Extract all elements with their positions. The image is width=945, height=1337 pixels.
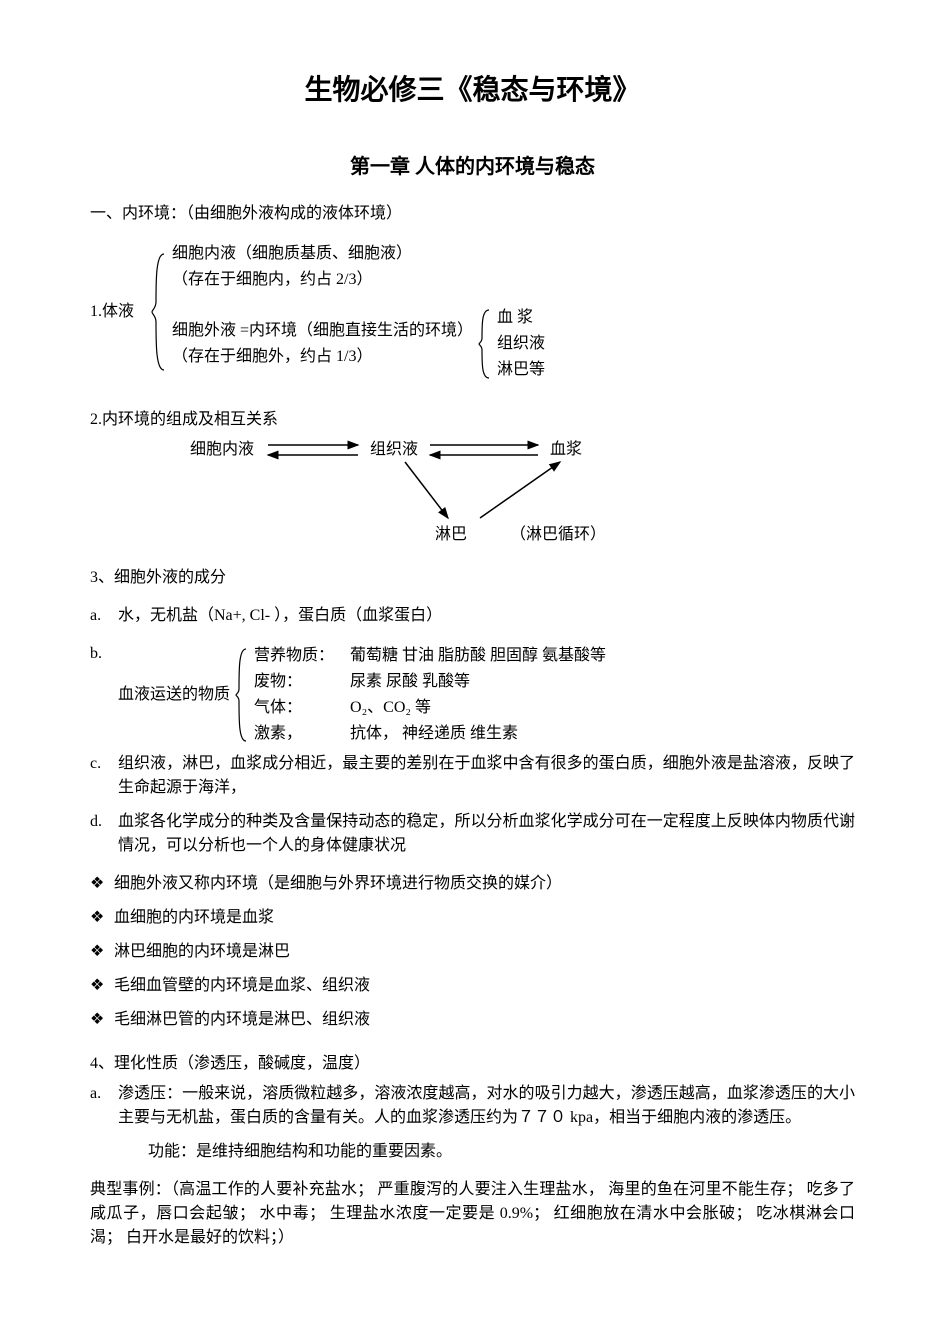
section-2-heading: 2.内环境的组成及相互关系 — [90, 408, 855, 432]
composition-diagram: 细胞内液 组织液 血浆 淋巴 （淋巴循环） — [190, 438, 690, 548]
row1-key: 营养物质： — [254, 644, 344, 668]
item-4a-func: 功能：是维持细胞结构和功能的重要因素。 — [118, 1140, 855, 1164]
label-b: b. — [90, 642, 118, 666]
bullet-4-text: 毛细血管壁的内环境是血浆、组织液 — [114, 974, 855, 998]
item-3c: c. 组织液，淋巴，血浆成分相近，最主要的差别在于血浆中含有很多的蛋白质，细胞外… — [90, 752, 855, 800]
label-c: c. — [90, 752, 118, 776]
item-3b: b. 血液运送的物质 营养物质： 葡萄糖 甘油 脂肪酸 胆固醇 氨基酸等 废物：… — [90, 642, 855, 746]
bullet-icon: ❖ — [90, 1008, 114, 1032]
body-fluid-content: 细胞内液（细胞质基质、细胞液） （存在于细胞内，约占 2/3） 细胞外液 =内环… — [166, 240, 545, 384]
row2-key: 废物： — [254, 670, 344, 694]
intracellular-line2: （存在于细胞内，约占 2/3） — [172, 268, 545, 292]
section-3-heading: 3、细胞外液的成分 — [90, 566, 855, 590]
extracellular-line1: 细胞外液 =内环境（细胞直接生活的环境） — [172, 319, 473, 343]
tissue-fluid-label: 组织液 — [497, 332, 545, 356]
diagram-arrows-icon — [190, 438, 690, 548]
bullet-2-text: 血细胞的内环境是血浆 — [114, 906, 855, 930]
item-3b-lead: 血液运送的物质 — [118, 683, 230, 707]
item-3c-text: 组织液，淋巴，血浆成分相近，最主要的差别在于血浆中含有很多的蛋白质，细胞外液是盐… — [118, 752, 855, 800]
row3-val: O₂、CO₂ 等 — [350, 696, 606, 720]
page: 生物必修三《稳态与环境》 第一章 人体的内环境与稳态 一、内环境：（由细胞外液构… — [0, 0, 945, 1296]
label-a: a. — [90, 604, 118, 628]
chapter-title: 第一章 人体的内环境与稳态 — [90, 152, 855, 182]
typical-examples: 典型事例：（高温工作的人要补充盐水； 严重腹泻的人要注入生理盐水， 海里的鱼在河… — [90, 1178, 855, 1250]
body-fluid-label: 1.体液 — [90, 300, 150, 324]
item-4a-text: 渗透压：一般来说，溶质微粒越多，溶液浓度越高，对水的吸引力越大，渗透压越高，血浆… — [118, 1082, 855, 1130]
bullet-5: ❖ 毛细淋巴管的内环境是淋巴、组织液 — [90, 1008, 855, 1032]
section-1-heading: 一、内环境：（由细胞外液构成的液体环境） — [90, 202, 855, 226]
item-3d-text: 血浆各化学成分的种类及含量保持动态的稳定，所以分析血浆化学成分可在一定程度上反映… — [118, 810, 855, 858]
bullet-3: ❖ 淋巴细胞的内环境是淋巴 — [90, 940, 855, 964]
left-brace-small-icon — [477, 308, 491, 380]
row2-val: 尿素 尿酸 乳酸等 — [350, 670, 606, 694]
row4-key: 激素， — [254, 722, 344, 746]
left-brace-icon — [150, 252, 166, 372]
bullet-icon: ❖ — [90, 974, 114, 998]
item-3a: a. 水，无机盐（Na+, Cl- ），蛋白质（血浆蛋白） — [90, 604, 855, 628]
bullet-icon: ❖ — [90, 906, 114, 930]
label-d: d. — [90, 810, 118, 834]
item-4a: a. 渗透压：一般来说，溶质微粒越多，溶液浓度越高，对水的吸引力越大，渗透压越高… — [90, 1082, 855, 1164]
plasma-label: 血 浆 — [497, 306, 545, 330]
label-a2: a. — [90, 1082, 118, 1106]
bullet-1: ❖ 细胞外液又称内环境（是细胞与外界环境进行物质交换的媒介） — [90, 872, 855, 896]
body-fluid-brace: 1.体液 细胞内液（细胞质基质、细胞液） （存在于细胞内，约占 2/3） 细胞外… — [90, 240, 855, 384]
bullet-5-text: 毛细淋巴管的内环境是淋巴、组织液 — [114, 1008, 855, 1032]
row3-key: 气体： — [254, 696, 344, 720]
bullet-4: ❖ 毛细血管壁的内环境是血浆、组织液 — [90, 974, 855, 998]
item-3a-text: 水，无机盐（Na+, Cl- ），蛋白质（血浆蛋白） — [118, 604, 855, 628]
bullet-3-text: 淋巴细胞的内环境是淋巴 — [114, 940, 855, 964]
extracellular-line2: （存在于细胞外，约占 1/3） — [172, 345, 473, 369]
bullet-1-text: 细胞外液又称内环境（是细胞与外界环境进行物质交换的媒介） — [114, 872, 855, 896]
item-3d: d. 血浆各化学成分的种类及含量保持动态的稳定，所以分析血浆化学成分可在一定程度… — [90, 810, 855, 858]
intracellular-line1: 细胞内液（细胞质基质、细胞液） — [172, 242, 545, 266]
bullet-2: ❖ 血细胞的内环境是血浆 — [90, 906, 855, 930]
left-brace-b-icon — [234, 647, 248, 743]
section-4-heading: 4、理化性质（渗透压，酸碱度，温度） — [90, 1052, 855, 1076]
row1-val: 葡萄糖 甘油 脂肪酸 胆固醇 氨基酸等 — [350, 644, 606, 668]
lymph-label: 淋巴等 — [497, 358, 545, 382]
doc-title: 生物必修三《稳态与环境》 — [90, 70, 855, 112]
bullet-icon: ❖ — [90, 872, 114, 896]
inner-env-brace: 血 浆 组织液 淋巴等 — [477, 304, 545, 384]
blood-transport-grid: 营养物质： 葡萄糖 甘油 脂肪酸 胆固醇 氨基酸等 废物： 尿素 尿酸 乳酸等 … — [254, 644, 606, 746]
row4-val: 抗体， 神经递质 维生素 — [350, 722, 606, 746]
bullet-icon: ❖ — [90, 940, 114, 964]
